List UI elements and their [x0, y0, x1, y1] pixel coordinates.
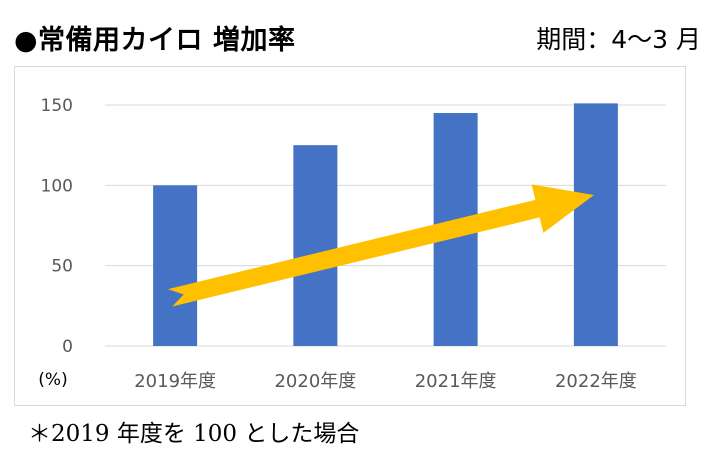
y-tick-label: 100	[41, 176, 73, 196]
y-tick-label: 150	[41, 96, 73, 116]
y-tick-label: 50	[51, 257, 73, 277]
bar	[153, 185, 198, 346]
x-tick-label: 2022年度	[555, 371, 637, 392]
period-label: 期間：4～3 月	[536, 25, 701, 54]
bar	[573, 103, 618, 346]
chart-area: 0 50 100 150 (%) 2019年度 2020年度 2021年度 2022年度	[14, 66, 686, 406]
trend-arrow	[168, 184, 594, 307]
x-tick-label: 2019年度	[134, 371, 216, 392]
x-tick-label: 2021年度	[415, 371, 497, 392]
y-axis-label: (%)	[38, 370, 67, 390]
bar-chart: 0 50 100 150 (%) 2019年度 2020年度 2021年度 2022年度	[38, 96, 666, 392]
y-tick-label: 0	[62, 337, 73, 357]
bar	[293, 145, 338, 346]
x-tick-label: 2020年度	[274, 371, 356, 392]
chart-title: ●常備用カイロ 増加率	[14, 25, 296, 56]
footnote: ＊2019 年度を 100 とした場合	[28, 421, 360, 447]
